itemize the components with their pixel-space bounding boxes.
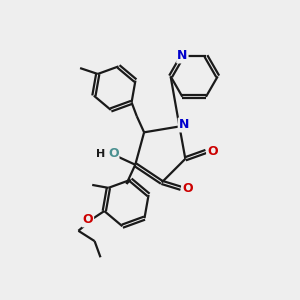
Text: H: H	[96, 148, 106, 158]
Text: O: O	[207, 145, 218, 158]
Text: O: O	[82, 213, 93, 226]
Text: N: N	[179, 118, 189, 131]
Text: N: N	[177, 50, 188, 62]
Text: O: O	[108, 147, 119, 160]
Text: O: O	[182, 182, 193, 195]
